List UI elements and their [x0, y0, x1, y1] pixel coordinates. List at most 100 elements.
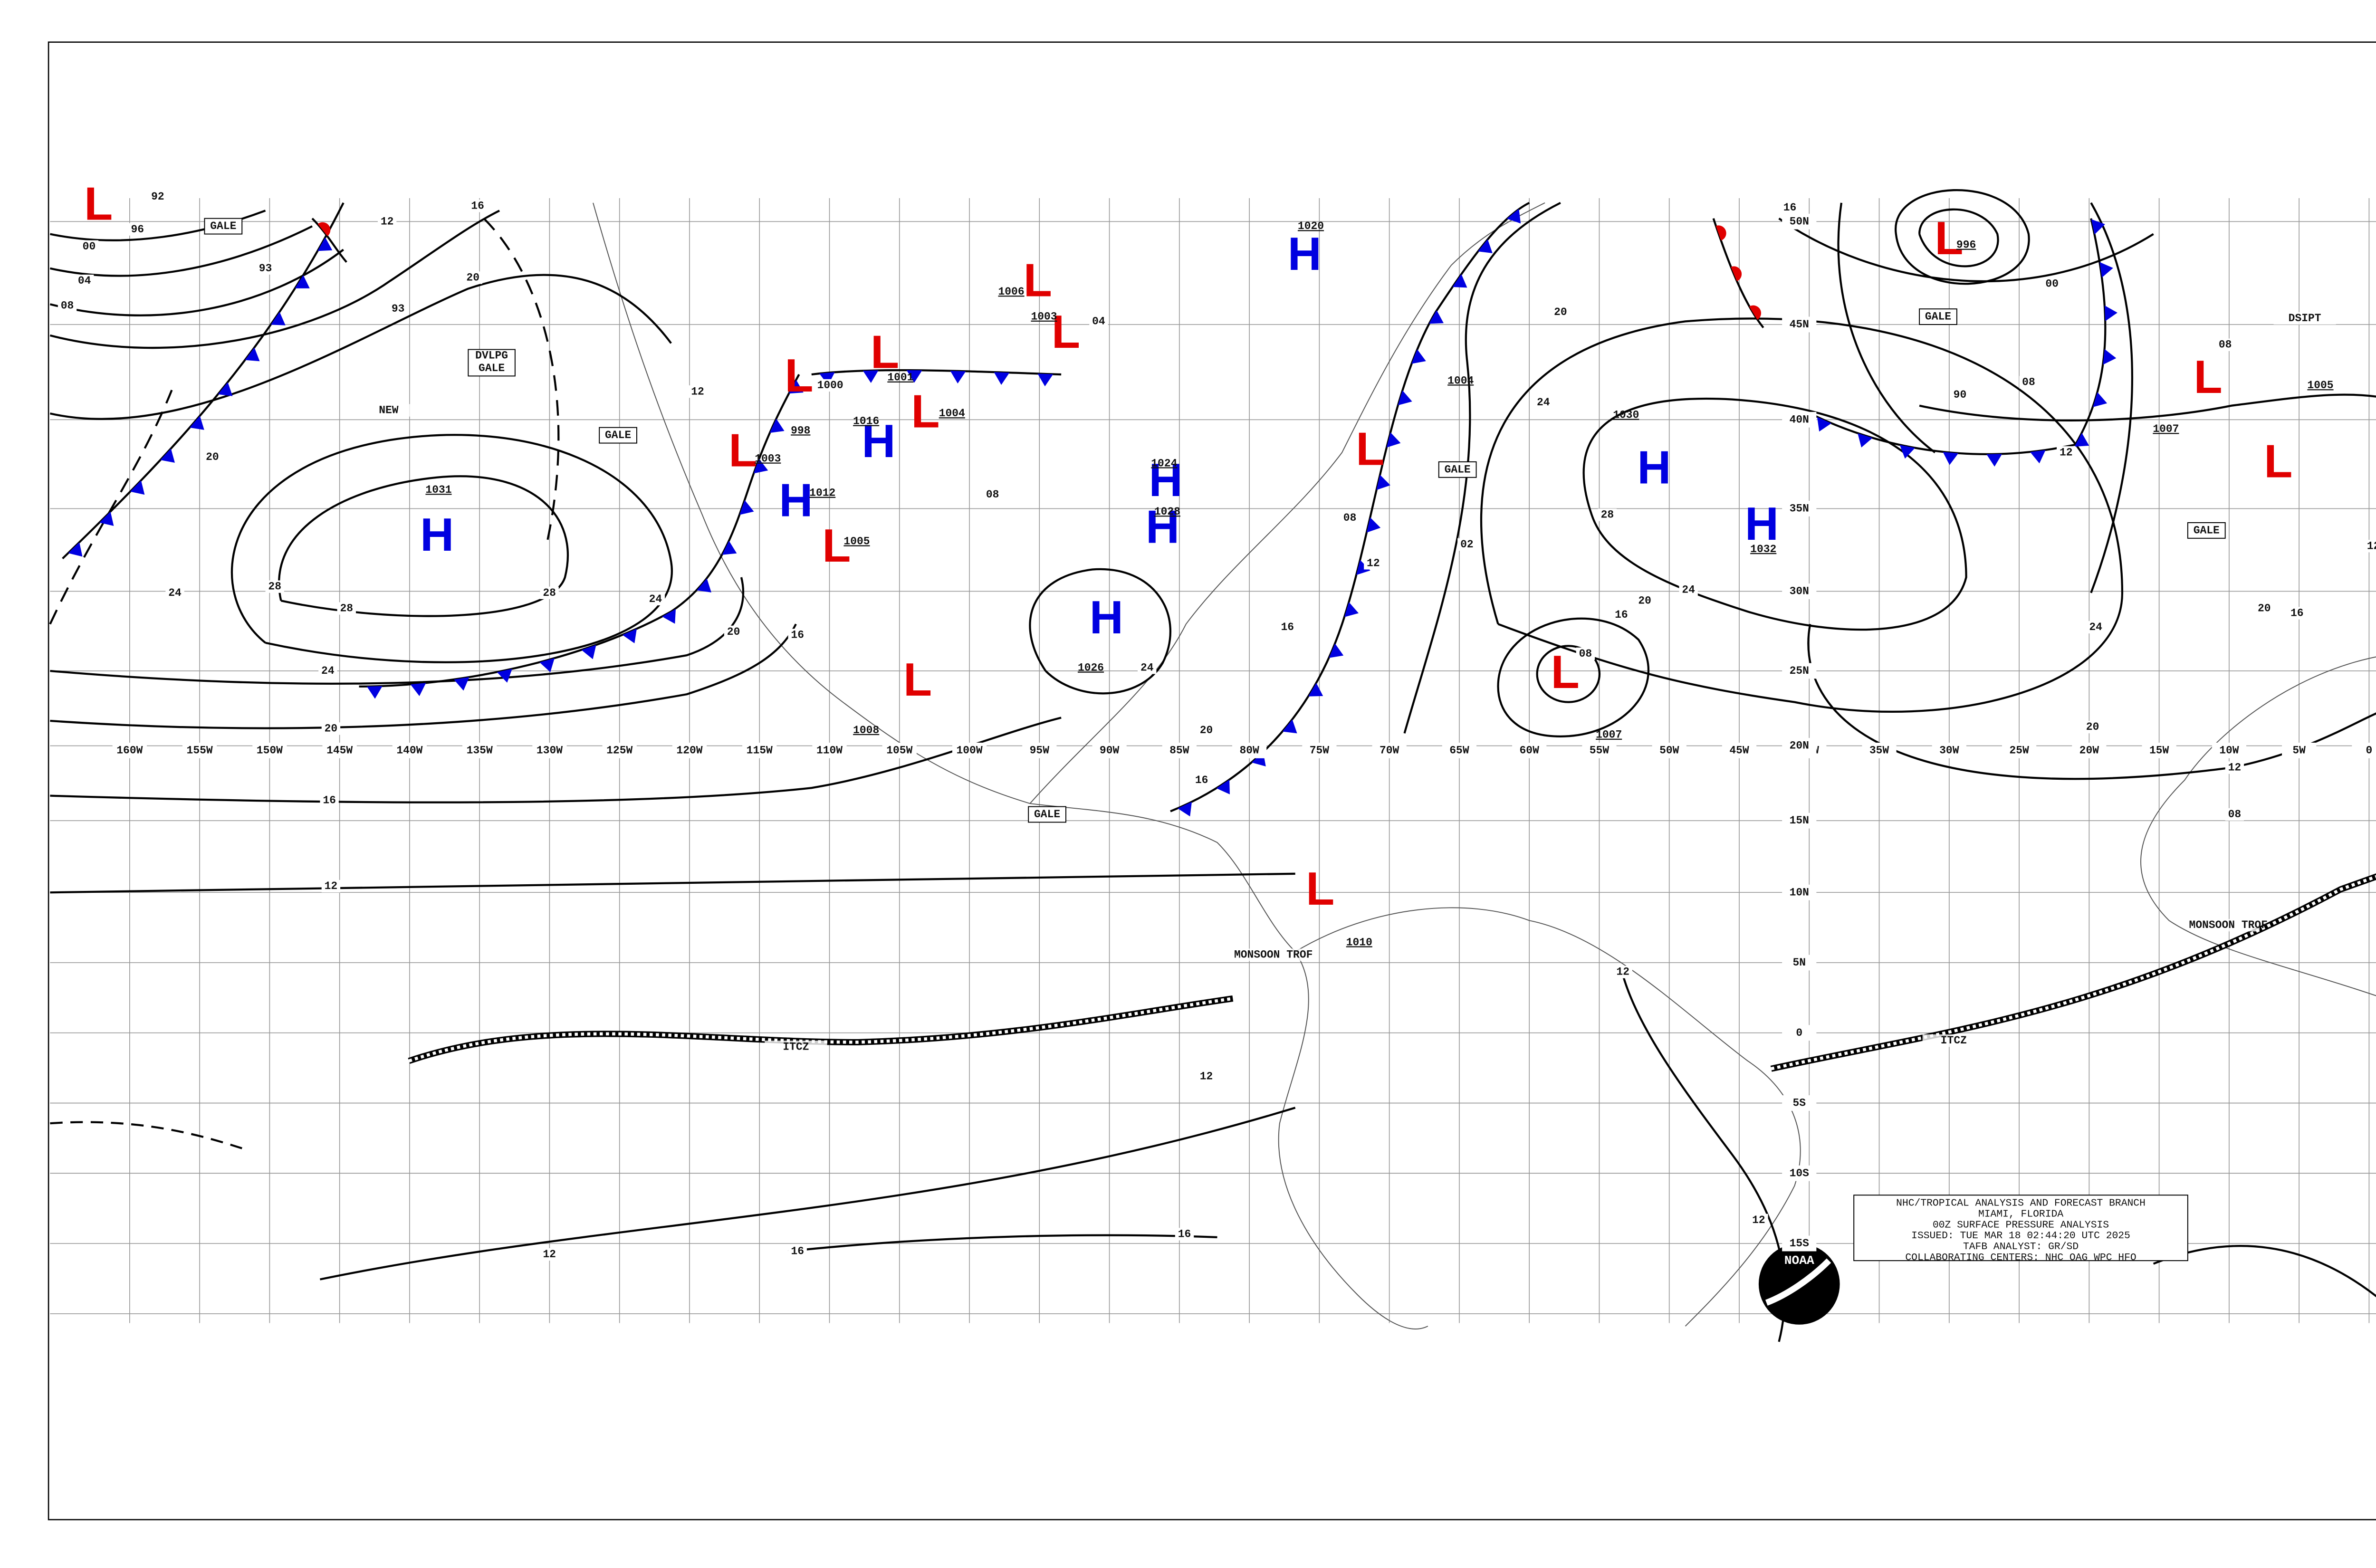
longitude-label: 55W — [1590, 744, 1610, 756]
isobar-label-bg — [2057, 446, 2076, 459]
front-triangle — [769, 419, 785, 433]
isobar — [1918, 208, 1999, 268]
lat-label-bg — [1782, 1025, 1817, 1041]
isobar-label-bg — [265, 580, 284, 593]
isobar-label-bg — [540, 586, 559, 599]
pressure-center-value: 1032 — [1750, 543, 1776, 555]
map-label: ITCZ — [783, 1041, 809, 1053]
fronts — [62, 201, 2107, 813]
lon-label-bg — [2212, 742, 2247, 758]
isobar — [788, 1234, 1217, 1252]
isobar — [483, 218, 560, 546]
longitude-label: 120W — [676, 744, 702, 756]
lon-label-bg — [2352, 742, 2376, 758]
pressure-center-symbol: L — [911, 385, 939, 437]
isobar-label-bg — [2019, 376, 2038, 389]
pressure-center-value: 1001 — [887, 372, 913, 384]
isobar-label: 20 — [466, 272, 479, 284]
isobar-label-bg — [1192, 774, 1211, 786]
coastline — [593, 202, 1296, 952]
latitude-label: 20N — [1790, 740, 1809, 752]
front-triangle — [2104, 305, 2117, 321]
isobar-label: 12 — [2060, 446, 2073, 459]
lat-label-bg — [1782, 583, 1817, 599]
pressure-center-value: 1005 — [2307, 379, 2333, 392]
front-triangle — [1899, 445, 1916, 459]
isobar-label: 28 — [340, 602, 353, 615]
isobar — [1919, 393, 2376, 421]
front-triangle — [2074, 433, 2089, 447]
isobar — [50, 577, 745, 685]
pressure-center-symbol: L — [84, 178, 113, 230]
isobar-label-bg — [468, 200, 487, 212]
pressure-center-symbol: H — [779, 474, 813, 526]
isobar — [1480, 317, 2124, 713]
front-triangle — [753, 459, 768, 474]
longitude-label: 75W — [1310, 744, 1330, 756]
isobar-label-bg — [1197, 724, 1216, 736]
gale-label: GALE — [1034, 808, 1060, 821]
pressure-center-symbol: L — [1052, 306, 1080, 358]
isobar-label: 24 — [1682, 583, 1695, 596]
isobar-label: 16 — [791, 629, 804, 641]
pressure-center-value: 1030 — [1613, 409, 1639, 421]
isobar-label: 24 — [649, 593, 662, 605]
map-label: MONSOON TROF — [2189, 919, 2268, 931]
isobar-label: 24 — [1140, 661, 1154, 674]
front-triangle — [317, 237, 333, 251]
front-triangle — [1037, 373, 1054, 387]
coastlines — [593, 202, 2376, 1329]
isobar-label-bg — [724, 625, 743, 638]
isobar — [1403, 201, 1561, 734]
isobar-label-bg — [646, 593, 665, 606]
isobar-label: 24 — [2089, 621, 2102, 633]
front-triangle — [295, 275, 310, 288]
isobar-label-bg — [1635, 594, 1654, 607]
gale-box — [1919, 308, 1957, 325]
isobar-label-bg — [1138, 661, 1157, 674]
front-triangle — [454, 677, 469, 691]
isobar-label: 16 — [1195, 774, 1208, 786]
gale-box — [1028, 806, 1066, 823]
title-line: COLLABORATING CENTERS: NHC OAG WPC HFO — [1905, 1252, 2136, 1263]
pressure-center-value: 1003 — [755, 452, 781, 465]
longitude-label: 80W — [1239, 744, 1259, 756]
longitude-label: 0 — [2366, 744, 2373, 756]
isobar-label-bg — [388, 303, 408, 316]
pressure-center-symbol: H — [862, 415, 895, 467]
pressure-center-symbol: L — [2264, 435, 2292, 488]
front-semicircle — [1749, 305, 1761, 320]
front-triangle — [190, 416, 204, 430]
latitude-label: 0 — [1796, 1027, 1802, 1039]
pressure-center-symbol: L — [785, 349, 813, 402]
longitude-label: 60W — [1520, 744, 1540, 756]
pressure-center-symbol: L — [1551, 646, 1580, 698]
isobar — [50, 1121, 242, 1149]
isobar-label: 20 — [1554, 306, 1567, 318]
longitude-label: 5W — [2292, 744, 2306, 756]
front-triangle — [1282, 719, 1297, 734]
pressure-center-symbol: L — [2194, 351, 2222, 403]
front-triangle — [994, 372, 1010, 385]
gale-label: GALE — [210, 220, 236, 232]
isobar — [50, 623, 797, 729]
front-semicircle — [317, 222, 331, 237]
gale-box — [2187, 522, 2226, 539]
lon-label-bg — [2072, 742, 2107, 758]
cold-front — [359, 374, 800, 688]
gale-box — [599, 427, 637, 444]
longitude-label: 90W — [1100, 744, 1120, 756]
lat-label-bg — [1782, 501, 1817, 516]
lat-label-bg — [1782, 955, 1817, 971]
page-border — [48, 41, 2376, 1520]
pressure-center-value: 1031 — [425, 484, 451, 496]
latitude-label: 40N — [1790, 413, 1809, 426]
grid — [50, 198, 2376, 1323]
longitude-label: 105W — [886, 744, 912, 756]
isobar-label-bg — [203, 450, 222, 464]
lon-label-bg — [1512, 742, 1547, 758]
isobar-label: 12 — [381, 215, 394, 228]
pressure-center-symbol: L — [871, 326, 899, 378]
pressure-center-symbol: H — [1745, 497, 1779, 550]
